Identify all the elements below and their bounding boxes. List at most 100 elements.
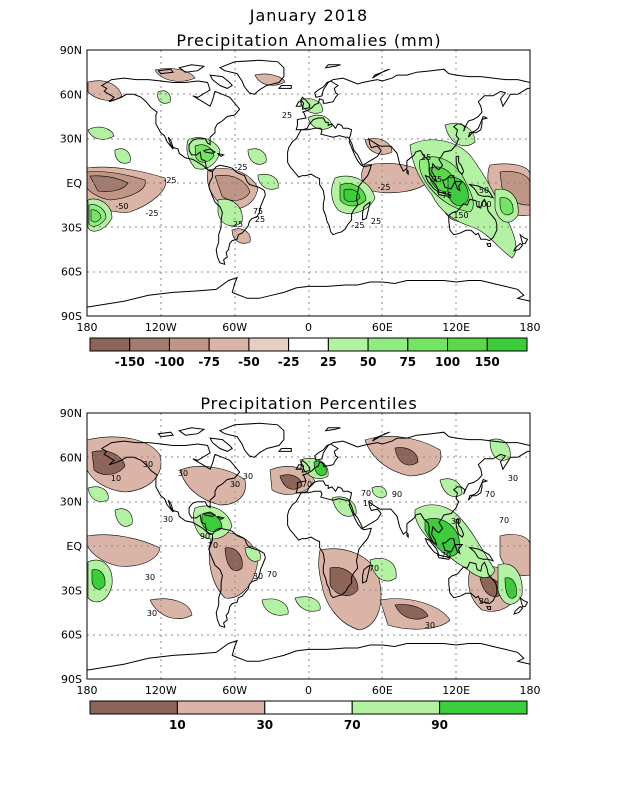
percentile-colorbar: 10 30 70 90 — [89, 700, 528, 732]
coastline — [218, 422, 285, 458]
longitude-tick-label: 120W — [145, 684, 177, 697]
coastline — [406, 531, 409, 539]
coastline — [441, 538, 456, 553]
percentile-dry-region — [394, 447, 419, 466]
colorbar-label: 50 — [360, 355, 377, 369]
anomaly-wet-region — [247, 148, 267, 165]
coastline — [87, 639, 530, 671]
colorbar-swatch — [129, 337, 170, 352]
colorbar-label: -50 — [238, 355, 260, 369]
latitude-tick-label: 30N — [60, 133, 82, 146]
coastline — [287, 127, 373, 236]
longitude-tick-label: 60W — [222, 321, 247, 334]
anomaly-contour-label: -25 — [145, 209, 158, 218]
anomaly-contour-label: 75 — [442, 191, 452, 200]
anomaly-contour-label: -25 — [351, 221, 364, 230]
percentile-dry-region — [279, 474, 303, 490]
percentile-wet-region — [201, 513, 223, 532]
coastline — [468, 183, 495, 199]
colorbar-swatch — [264, 700, 353, 715]
percentile-gridlines — [87, 413, 530, 679]
percentile-contour-label: 30 — [230, 480, 240, 489]
coastline — [218, 59, 285, 95]
coastline — [455, 518, 465, 538]
anomaly-dry-region — [89, 175, 129, 192]
colorbar-swatch — [176, 700, 266, 715]
percentile-contour-label: 90 — [392, 490, 402, 499]
colorbar-swatch — [288, 337, 329, 352]
longitude-tick-label: 60W — [222, 684, 247, 697]
coastline — [362, 564, 371, 584]
anomaly-wet-region — [257, 173, 279, 190]
colorbar-swatch — [89, 337, 131, 352]
percentile-wet-region — [114, 508, 133, 527]
longitude-tick-label: 180 — [77, 684, 98, 697]
coastline — [486, 243, 492, 247]
longitude-tick-label: 120E — [442, 321, 470, 334]
anomaly-contour-label: 150 — [453, 211, 468, 220]
anomaly-wet-region — [307, 114, 333, 130]
percentile-contour-label: 70 — [441, 551, 451, 560]
coastline — [372, 431, 390, 442]
anomaly-wet-region — [499, 197, 514, 216]
percentile-contour-label: 30 — [425, 621, 435, 630]
anomaly-wet-region — [343, 188, 361, 203]
main-title: January 2018 — [249, 6, 368, 25]
percentile-contour-label: 70 — [369, 564, 379, 573]
coastline — [100, 77, 241, 172]
coastline — [455, 155, 465, 175]
percentile-contour-label: 70 — [499, 516, 509, 525]
coastline — [436, 191, 451, 197]
coastline — [468, 546, 495, 562]
coastline — [362, 201, 371, 221]
longitude-tick-label: 180 — [520, 321, 541, 334]
colorbar-label: 25 — [320, 355, 337, 369]
percentile-axis-ticks: 180 120W 60W 0 60E 120E 180 90N 60N 30N EQ 30S 60S 90… — [60, 407, 541, 697]
anomaly-wet-region — [299, 98, 323, 114]
coastline — [468, 478, 489, 501]
longitude-tick-label: 180 — [77, 321, 98, 334]
coastline — [178, 427, 206, 436]
colorbar-label: -25 — [278, 355, 300, 369]
coastline — [295, 431, 530, 546]
coastline — [208, 527, 266, 629]
percentile-contour-label: 70 — [208, 541, 218, 550]
coastline — [513, 233, 529, 252]
coastline — [448, 561, 498, 605]
anomaly-panel-title: Precipitation Anomalies (mm) — [176, 31, 441, 50]
coastline — [441, 175, 456, 190]
coastline — [436, 554, 451, 560]
percentile-wet-region — [261, 598, 289, 616]
coastline — [87, 276, 530, 308]
coastline — [157, 68, 175, 75]
percentile-contour-label: 30 — [147, 609, 157, 618]
percentile-contour-label: 10 — [363, 499, 373, 508]
anomaly-fills — [87, 68, 530, 259]
longitude-tick-label: 120E — [442, 684, 470, 697]
percentile-dry-region — [224, 547, 243, 571]
longitude-tick-label: 120W — [145, 321, 177, 334]
percentile-wet-region — [294, 596, 321, 612]
coastline — [203, 148, 225, 158]
anomaly-contour-label: 25 — [233, 220, 243, 229]
percentile-contour-label: 90 — [200, 532, 210, 541]
colorbar-label: 150 — [475, 355, 500, 369]
longitude-tick-label: 0 — [305, 321, 312, 334]
percentile-contour-label: 10 — [111, 474, 121, 483]
anomaly-map-frame — [86, 49, 531, 317]
coastline — [468, 115, 489, 138]
anomaly-contour-label: -25 — [163, 176, 176, 185]
coastline — [448, 198, 498, 242]
coastline — [287, 490, 373, 599]
colorbar-swatch — [407, 337, 449, 352]
anomaly-contour-label: 100 — [476, 200, 491, 209]
colorbar-label: -75 — [198, 355, 220, 369]
percentile-panel-title: Precipitation Percentiles — [200, 394, 417, 413]
percentile-contour-label: 30 — [178, 469, 188, 478]
anomaly-contour-label: 25 — [421, 153, 431, 162]
colorbar-label: -150 — [115, 355, 145, 369]
colorbar-swatch — [367, 337, 409, 352]
percentile-contour-label: 30 — [508, 474, 518, 483]
